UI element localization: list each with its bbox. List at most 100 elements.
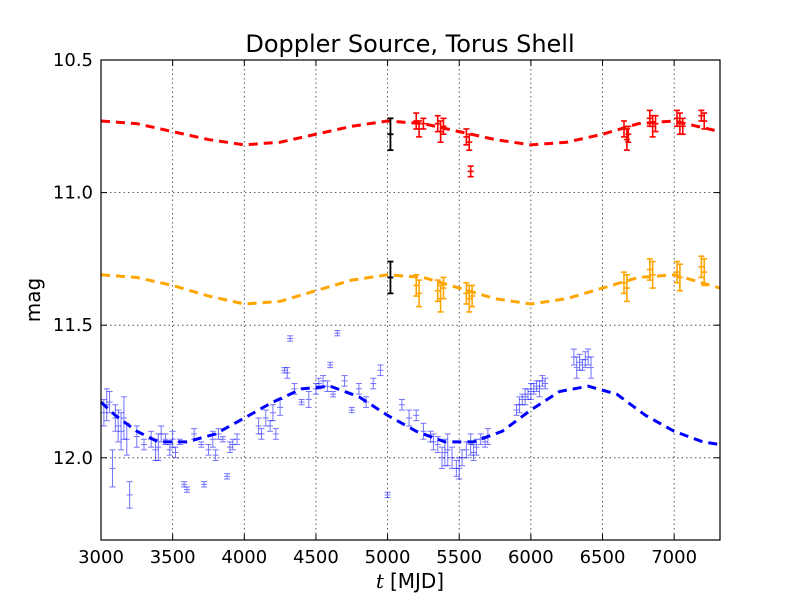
x-axis-label-var: t — [376, 569, 385, 593]
data-point-s1 — [620, 271, 627, 295]
data-point-s1 — [674, 260, 681, 284]
data-point-s2 — [363, 396, 370, 408]
data-point-s1 — [440, 276, 447, 300]
data-point-s1 — [623, 274, 630, 303]
data-point-s1 — [701, 258, 708, 287]
data-point-s0 — [701, 112, 708, 130]
data-point-s2 — [172, 446, 179, 459]
x-axis-label: t [MJD] — [376, 569, 444, 593]
x-tick-label: 5000 — [365, 547, 411, 568]
data-point-s1 — [698, 255, 705, 279]
data-point-s2 — [477, 433, 484, 446]
data-point-s2 — [205, 444, 212, 456]
data-point-s2 — [123, 422, 130, 456]
data-point-s2 — [533, 380, 540, 392]
data-point-s2 — [120, 396, 127, 440]
x-tick-label: 4500 — [293, 547, 339, 568]
y-tick-label: 10.5 — [53, 50, 93, 71]
data-point-s2 — [427, 430, 434, 443]
data-point-s1 — [466, 284, 473, 313]
data-point-s2 — [115, 409, 122, 443]
data-point-s2 — [269, 404, 276, 422]
axis-ticks: 3000 3500 4000 4500 5000 5500 6000 6500 7000 10.5… — [53, 50, 720, 568]
data-point-s2 — [267, 420, 274, 432]
data-point-s2 — [341, 375, 348, 387]
data-point-s2 — [420, 422, 427, 440]
data-point-s1 — [434, 279, 441, 303]
data-point-s2 — [449, 446, 456, 469]
data-point-s2 — [126, 481, 133, 509]
data-point-s0 — [652, 114, 659, 133]
data-point-s2 — [103, 388, 110, 422]
data-point-s2 — [201, 481, 208, 488]
y-tick-label: 11.0 — [53, 183, 93, 204]
data-point-s1 — [416, 279, 423, 308]
data-point-s2 — [536, 380, 543, 398]
data-point-s2 — [166, 444, 173, 456]
data-point-s2 — [181, 481, 188, 488]
data-point-s1 — [413, 274, 420, 297]
data-point-s2 — [176, 438, 183, 446]
data-point-s2 — [463, 441, 470, 459]
data-point-s2 — [291, 383, 298, 395]
data-point-s2 — [298, 398, 305, 406]
data-point-s2 — [434, 436, 441, 453]
data-point-s2 — [348, 406, 355, 414]
data-point-s2 — [133, 425, 140, 448]
x-axis-label-unit: [MJD] — [390, 569, 444, 593]
data-point-s2 — [524, 388, 531, 400]
x-tick-label: 3500 — [150, 547, 196, 568]
x-tick-label: 7000 — [651, 547, 697, 568]
data-point-s2 — [527, 383, 534, 400]
data-point-s0 — [420, 117, 427, 130]
x-tick-label: 4000 — [221, 547, 267, 568]
model-curve-0 — [100, 119, 721, 147]
data-point-s2 — [234, 433, 241, 446]
data-point-s2 — [377, 364, 384, 377]
data-point-s1 — [646, 258, 653, 281]
data-point-s2 — [542, 377, 549, 390]
data-point-s2 — [219, 436, 226, 443]
x-tick-label: 6500 — [580, 547, 626, 568]
data-points — [100, 109, 708, 509]
data-point-s2 — [327, 361, 334, 369]
data-point-s2 — [212, 449, 219, 461]
data-point-s2 — [588, 356, 595, 379]
data-point-s2 — [330, 390, 337, 398]
data-point-s2 — [522, 388, 529, 406]
data-point-s2 — [158, 425, 165, 443]
data-point-s2 — [112, 404, 119, 432]
data-point-s1 — [649, 260, 656, 289]
data-point-s2 — [152, 438, 159, 461]
data-point-s2 — [324, 380, 331, 392]
data-point-s1 — [676, 263, 683, 292]
chart-title: Doppler Source, Torus Shell — [245, 30, 574, 58]
data-point-s2 — [281, 367, 288, 374]
data-point-s2 — [573, 356, 580, 379]
data-point-s2 — [406, 409, 413, 427]
y-tick-label: 11.5 — [53, 315, 93, 336]
data-point-s2 — [530, 383, 537, 395]
data-point-s1 — [463, 281, 470, 305]
data-point-s2 — [456, 457, 463, 480]
data-point-s2 — [484, 428, 491, 446]
reference-point — [387, 117, 394, 152]
data-point-s2 — [118, 412, 125, 451]
y-tick-label: 12.0 — [53, 448, 93, 469]
data-point-s2 — [315, 377, 322, 390]
data-point-s2 — [334, 329, 341, 337]
data-point-s0 — [437, 120, 444, 144]
data-point-s2 — [355, 383, 362, 395]
data-point-s2 — [277, 398, 284, 416]
data-point-s2 — [284, 367, 291, 379]
data-point-s2 — [255, 417, 262, 435]
data-point-s2 — [224, 473, 231, 480]
data-point-s2 — [439, 446, 446, 469]
data-point-s2 — [413, 409, 420, 422]
x-tick-label: 6000 — [508, 547, 554, 568]
data-point-s2 — [109, 449, 116, 488]
data-point-s2 — [370, 377, 377, 390]
data-point-s2 — [444, 433, 451, 467]
data-point-s2 — [539, 375, 546, 387]
x-tick-label: 5500 — [436, 547, 482, 568]
